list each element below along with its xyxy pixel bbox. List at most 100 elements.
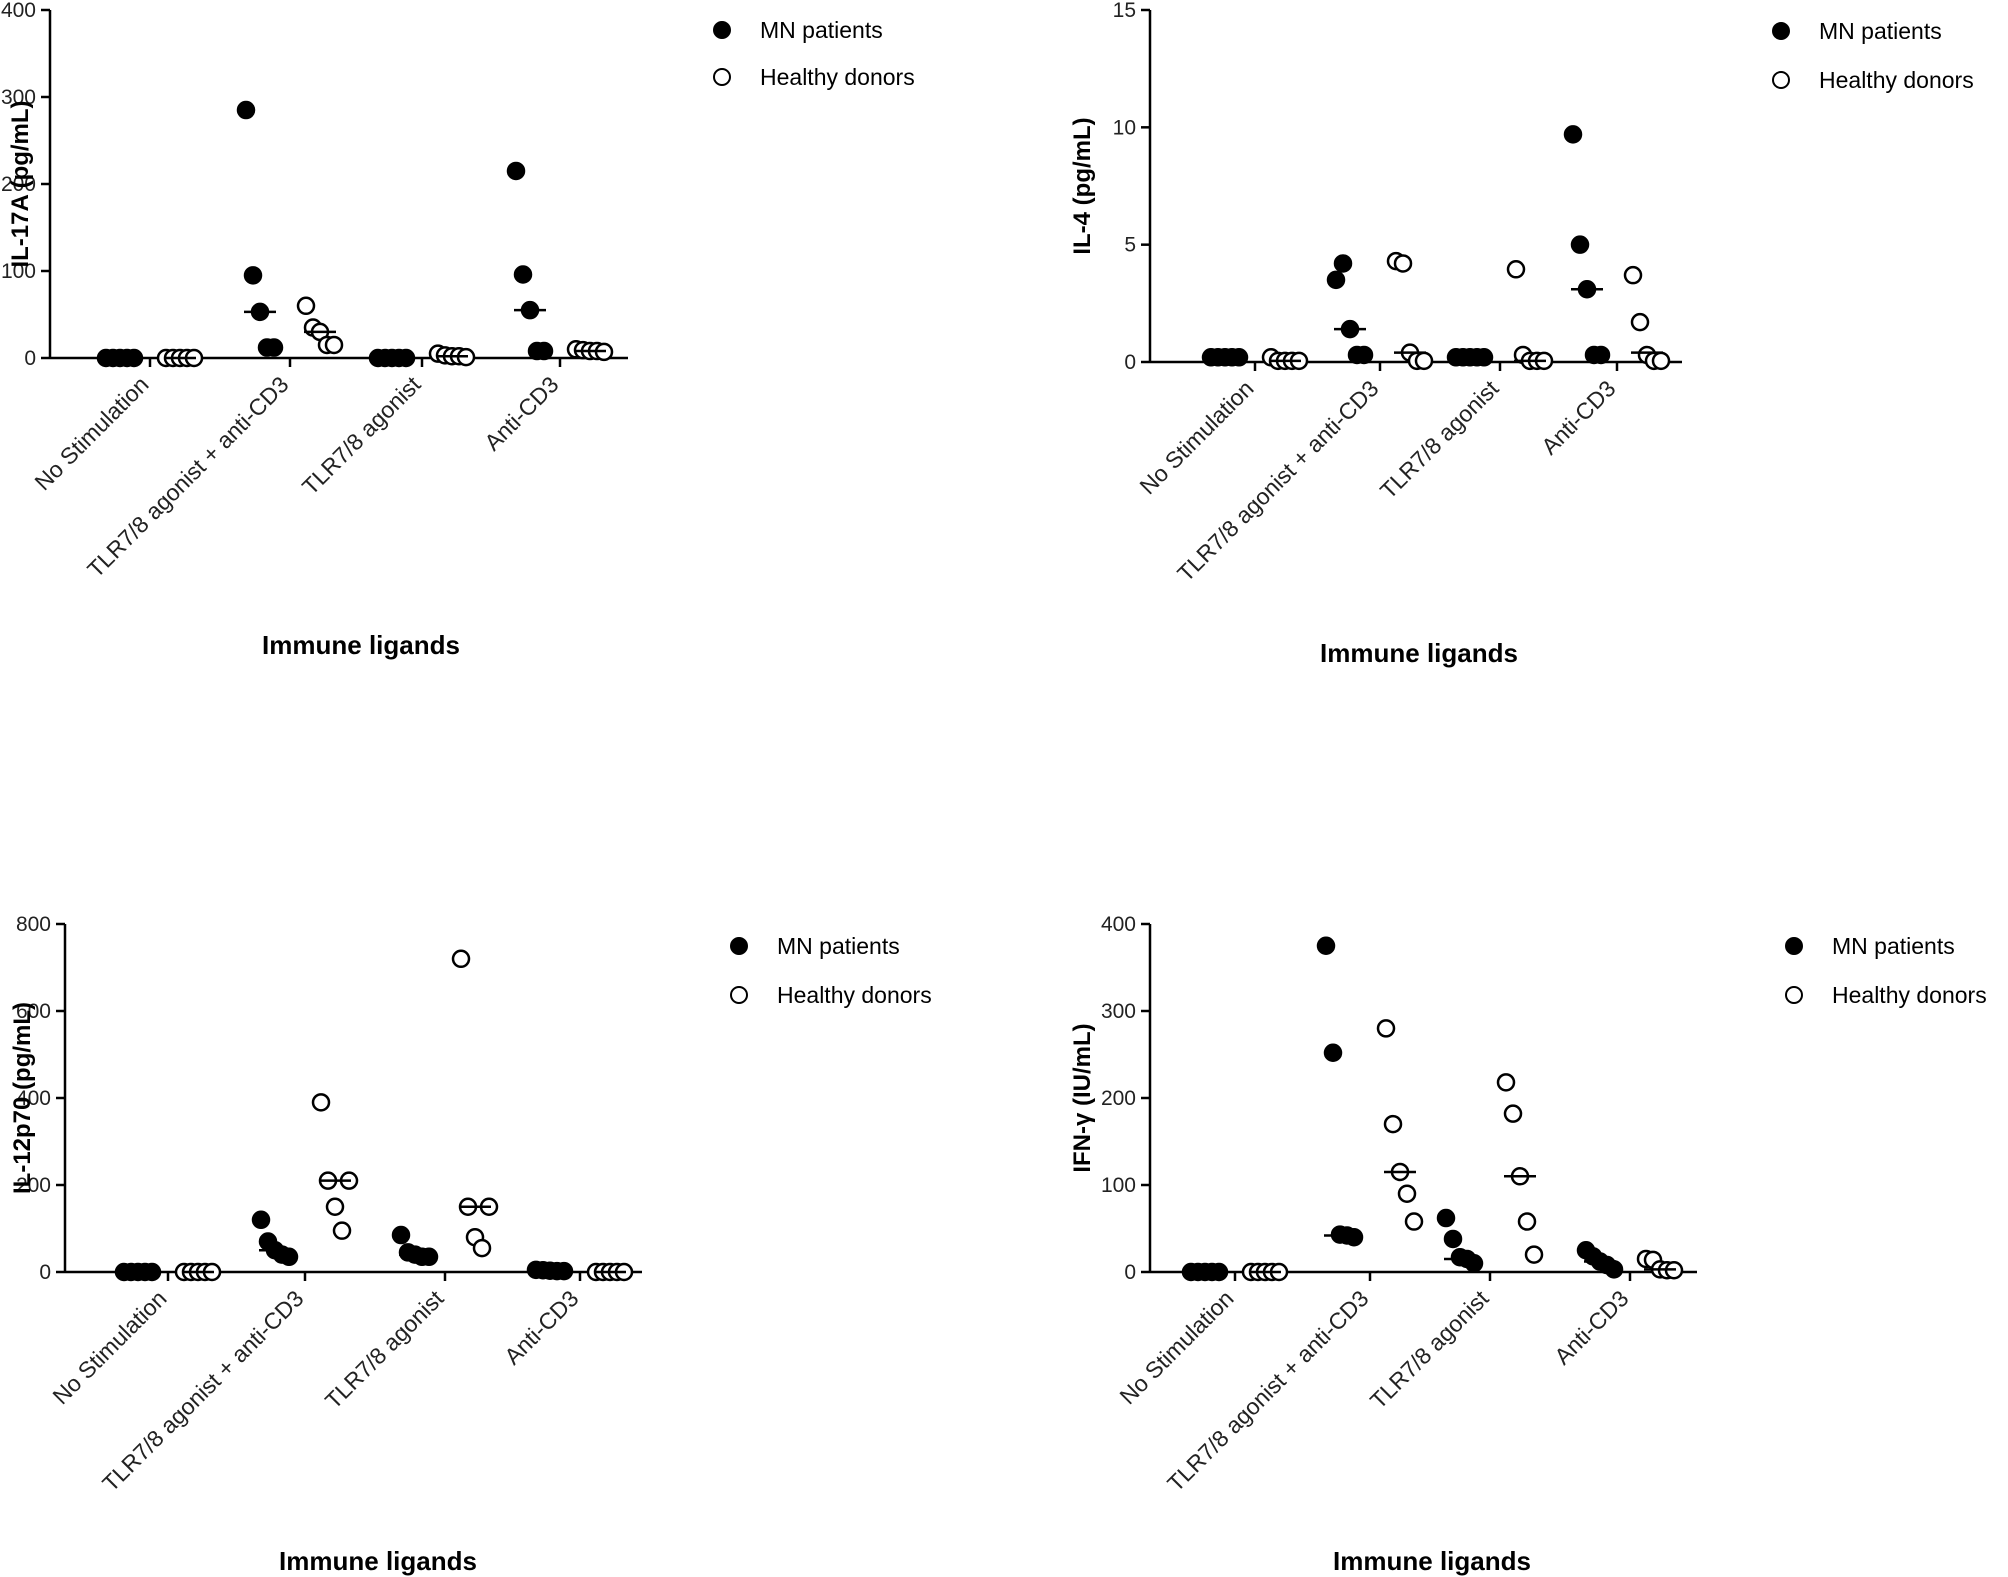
data-point-mn xyxy=(1443,1229,1463,1249)
category-label: No Stimulation xyxy=(29,371,153,495)
data-point-healthy xyxy=(1393,254,1413,273)
y-tick-label: 0 xyxy=(1124,351,1136,374)
data-point-mn xyxy=(1344,1227,1364,1247)
x-axis-label: Immune ligands xyxy=(1333,1546,1531,1576)
y-tick-label: 0 xyxy=(39,1261,51,1284)
category-label: TLR7/8 agonist + anti-CD3 xyxy=(1172,375,1383,586)
legend-label: MN patients xyxy=(1819,18,1942,44)
legend-label: Healthy donors xyxy=(1832,982,1987,1008)
y-tick-label: 300 xyxy=(1101,1000,1136,1023)
legend-label: MN patients xyxy=(1832,933,1955,959)
legend-label: MN patients xyxy=(760,17,883,43)
category-label: No Stimulation xyxy=(1134,375,1258,499)
data-point-mn xyxy=(1323,1043,1343,1063)
data-point-mn xyxy=(251,1210,271,1230)
category-label: Anti-CD3 xyxy=(1536,375,1620,459)
data-point-mn xyxy=(1604,1260,1624,1279)
y-axis-label: IL-17A (pg/mL) xyxy=(7,100,34,267)
data-point-mn xyxy=(1591,345,1611,365)
y-tick-label: 400 xyxy=(16,1087,51,1110)
data-point-mn xyxy=(419,1247,439,1267)
data-point-healthy xyxy=(1524,1245,1544,1264)
legend: MN patients Healthy donors xyxy=(713,17,915,90)
category-label: No Stimulation xyxy=(47,1285,171,1409)
category-label: No Stimulation xyxy=(1114,1285,1238,1409)
legend-marker-open xyxy=(713,68,731,86)
data-point-healthy xyxy=(1623,265,1643,285)
data-point-healthy xyxy=(311,1093,331,1112)
legend-label: MN patients xyxy=(777,933,900,959)
data-point-mn xyxy=(243,266,263,285)
y-tick-label: 800 xyxy=(16,913,51,936)
data-point-mn xyxy=(391,1225,411,1245)
data-point-healthy xyxy=(1397,1184,1417,1203)
data-point-healthy xyxy=(1506,260,1526,279)
data-point-mn xyxy=(1570,235,1590,254)
data-point-healthy xyxy=(1630,312,1650,332)
legend: MN patients Healthy donors xyxy=(730,933,932,1008)
legend-marker-open xyxy=(1785,986,1803,1004)
data-point-mn xyxy=(1316,936,1336,955)
category-label: Anti-CD3 xyxy=(1549,1285,1633,1369)
legend-marker-open xyxy=(730,986,748,1004)
data-point-mn xyxy=(264,338,284,357)
chart-il12p70: 0 200 400 600 800 No Stimulation TLR7/8 agonis… xyxy=(9,913,932,1576)
data-point-mn xyxy=(1436,1208,1456,1228)
y-tick-label: 200 xyxy=(1,173,36,196)
data-point-healthy xyxy=(1376,1019,1396,1038)
data-point-mn xyxy=(506,161,526,181)
data-point-healthy xyxy=(1651,351,1671,371)
x-axis-label: Immune ligands xyxy=(279,1546,477,1576)
data-point-healthy xyxy=(1404,1212,1424,1231)
y-tick-label: 5 xyxy=(1124,234,1136,257)
data-point-healthy xyxy=(324,335,344,355)
legend-label: Healthy donors xyxy=(760,64,915,90)
x-axis-label: Immune ligands xyxy=(262,630,460,660)
y-tick-label: 400 xyxy=(1101,913,1136,936)
legend-marker-filled xyxy=(1785,937,1803,955)
data-point-mn xyxy=(1333,254,1353,273)
data-point-mn xyxy=(1354,345,1374,365)
data-point-mn xyxy=(513,265,533,284)
category-label: TLR7/8 agonist xyxy=(1365,1285,1494,1414)
legend-marker-filled xyxy=(713,21,731,39)
legend-label: Healthy donors xyxy=(777,982,932,1008)
data-point-healthy xyxy=(325,1197,345,1216)
data-point-mn xyxy=(236,100,256,120)
data-point-healthy xyxy=(1503,1104,1523,1123)
y-tick-label: 100 xyxy=(1,260,36,283)
data-point-healthy xyxy=(1496,1073,1516,1092)
y-tick-label: 400 xyxy=(1,0,36,22)
data-point-healthy xyxy=(451,949,471,969)
legend: MN patients Healthy donors xyxy=(1785,933,1987,1008)
data-point-mn xyxy=(279,1247,299,1267)
data-point-mn xyxy=(1326,270,1346,290)
data-point-healthy xyxy=(1414,351,1434,371)
chart-ifng: 0 100 200 300 400 No Stimulation TLR7/8 agonis… xyxy=(1069,913,1987,1576)
y-axis-label: IL-4 (pg/mL) xyxy=(1069,117,1096,254)
category-label: TLR7/8 agonist xyxy=(1375,375,1504,504)
category-label: TLR7/8 agonist xyxy=(297,371,426,500)
data-point-healthy xyxy=(472,1238,492,1258)
legend-marker-filled xyxy=(1772,22,1790,40)
data-point-healthy xyxy=(332,1221,352,1240)
legend-marker-open xyxy=(1772,71,1790,89)
y-tick-label: 200 xyxy=(1101,1087,1136,1110)
y-tick-label: 15 xyxy=(1113,0,1136,22)
data-point-healthy xyxy=(1517,1212,1537,1231)
data-point-mn xyxy=(1563,125,1583,144)
category-label: Anti-CD3 xyxy=(499,1285,583,1369)
y-tick-label: 10 xyxy=(1113,116,1136,139)
data-point-mn xyxy=(534,341,554,361)
legend-label: Healthy donors xyxy=(1819,67,1974,93)
x-axis-label: Immune ligands xyxy=(1320,638,1518,668)
y-axis-label: IL-12p70 (pg/mL) xyxy=(9,1002,36,1194)
data-point-healthy xyxy=(296,296,316,316)
category-label: TLR7/8 agonist xyxy=(320,1285,449,1414)
chart-il17a: 0 100 200 300 400 No Stimulation TLR7/8 agonis… xyxy=(1,0,915,660)
y-axis-label: IFN-γ (IU/mL) xyxy=(1069,1023,1096,1172)
y-tick-label: 100 xyxy=(1101,1174,1136,1197)
legend: MN patients Healthy donors xyxy=(1772,18,1974,93)
y-tick-label: 600 xyxy=(16,1000,51,1023)
